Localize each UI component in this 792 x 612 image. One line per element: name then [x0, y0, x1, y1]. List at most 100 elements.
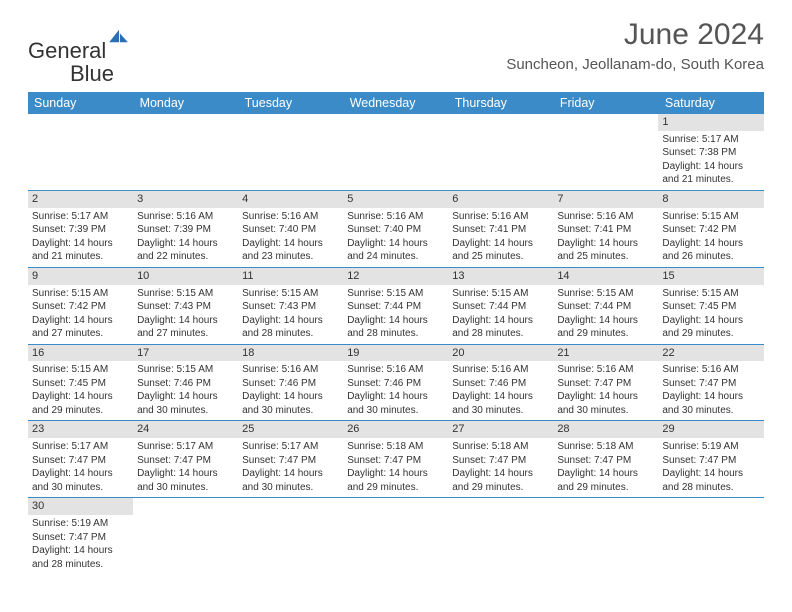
sunrise-line: Sunrise: 5:18 AM — [557, 440, 654, 454]
calendar-cell — [238, 114, 343, 190]
day-number: 16 — [28, 345, 133, 362]
sunset-line: Sunset: 7:43 PM — [242, 300, 339, 314]
calendar-cell — [343, 498, 448, 574]
calendar-cell — [448, 498, 553, 574]
sunrise-line: Sunrise: 5:15 AM — [137, 363, 234, 377]
col-sunday: Sunday — [28, 92, 133, 114]
day-details: Sunrise: 5:16 AMSunset: 7:40 PMDaylight:… — [242, 210, 339, 264]
day-number: 17 — [133, 345, 238, 362]
daylight-line-1: Daylight: 14 hours — [662, 467, 759, 481]
day-details: Sunrise: 5:16 AMSunset: 7:40 PMDaylight:… — [347, 210, 444, 264]
day-number: 23 — [28, 421, 133, 438]
calendar-cell — [343, 114, 448, 190]
day-number: 19 — [343, 345, 448, 362]
sunset-line: Sunset: 7:40 PM — [347, 223, 444, 237]
logo-sail-icon — [108, 28, 130, 44]
daylight-line-2: and 30 minutes. — [347, 404, 444, 418]
sunset-line: Sunset: 7:47 PM — [557, 377, 654, 391]
sunset-line: Sunset: 7:47 PM — [452, 454, 549, 468]
daylight-line-2: and 23 minutes. — [242, 250, 339, 264]
sunrise-line: Sunrise: 5:15 AM — [347, 287, 444, 301]
daylight-line-2: and 30 minutes. — [242, 404, 339, 418]
sunset-line: Sunset: 7:45 PM — [32, 377, 129, 391]
day-details: Sunrise: 5:16 AMSunset: 7:47 PMDaylight:… — [557, 363, 654, 417]
sunrise-line: Sunrise: 5:16 AM — [557, 210, 654, 224]
daylight-line-1: Daylight: 14 hours — [137, 390, 234, 404]
sunrise-line: Sunrise: 5:18 AM — [347, 440, 444, 454]
day-number: 21 — [553, 345, 658, 362]
calendar-cell — [553, 498, 658, 574]
daylight-line-1: Daylight: 14 hours — [452, 237, 549, 251]
day-number: 4 — [238, 191, 343, 208]
daylight-line-2: and 30 minutes. — [557, 404, 654, 418]
calendar-cell: 11Sunrise: 5:15 AMSunset: 7:43 PMDayligh… — [238, 267, 343, 344]
day-number: 25 — [238, 421, 343, 438]
daylight-line-1: Daylight: 14 hours — [32, 237, 129, 251]
daylight-line-2: and 29 minutes. — [347, 481, 444, 495]
calendar-cell: 7Sunrise: 5:16 AMSunset: 7:41 PMDaylight… — [553, 190, 658, 267]
daylight-line-1: Daylight: 14 hours — [347, 467, 444, 481]
calendar-cell — [28, 114, 133, 190]
col-friday: Friday — [553, 92, 658, 114]
day-number: 30 — [28, 498, 133, 515]
sunset-line: Sunset: 7:47 PM — [137, 454, 234, 468]
daylight-line-1: Daylight: 14 hours — [32, 390, 129, 404]
day-number: 7 — [553, 191, 658, 208]
sunset-line: Sunset: 7:45 PM — [662, 300, 759, 314]
calendar-cell: 13Sunrise: 5:15 AMSunset: 7:44 PMDayligh… — [448, 267, 553, 344]
day-number: 15 — [658, 268, 763, 285]
daylight-line-2: and 30 minutes. — [137, 404, 234, 418]
day-details: Sunrise: 5:16 AMSunset: 7:46 PMDaylight:… — [347, 363, 444, 417]
daylight-line-2: and 28 minutes. — [347, 327, 444, 341]
sunrise-line: Sunrise: 5:15 AM — [32, 287, 129, 301]
day-details: Sunrise: 5:16 AMSunset: 7:47 PMDaylight:… — [662, 363, 759, 417]
daylight-line-2: and 29 minutes. — [32, 404, 129, 418]
calendar-cell: 6Sunrise: 5:16 AMSunset: 7:41 PMDaylight… — [448, 190, 553, 267]
calendar-cell: 30Sunrise: 5:19 AMSunset: 7:47 PMDayligh… — [28, 498, 133, 574]
header: General Blue June 2024 Suncheon, Jeollan… — [28, 18, 764, 86]
day-number: 18 — [238, 345, 343, 362]
daylight-line-2: and 30 minutes. — [242, 481, 339, 495]
day-details: Sunrise: 5:15 AMSunset: 7:43 PMDaylight:… — [137, 287, 234, 341]
sunrise-line: Sunrise: 5:17 AM — [662, 133, 759, 147]
day-details: Sunrise: 5:17 AMSunset: 7:47 PMDaylight:… — [242, 440, 339, 494]
sunset-line: Sunset: 7:46 PM — [242, 377, 339, 391]
calendar-cell: 10Sunrise: 5:15 AMSunset: 7:43 PMDayligh… — [133, 267, 238, 344]
sunrise-line: Sunrise: 5:16 AM — [452, 363, 549, 377]
daylight-line-1: Daylight: 14 hours — [662, 160, 759, 174]
sunset-line: Sunset: 7:47 PM — [32, 531, 129, 545]
sunset-line: Sunset: 7:44 PM — [452, 300, 549, 314]
day-number: 28 — [553, 421, 658, 438]
sunset-line: Sunset: 7:47 PM — [242, 454, 339, 468]
calendar-cell: 25 Sunrise: 5:17 AMSunset: 7:47 PMDayligh… — [238, 421, 343, 498]
sunrise-line: Sunrise: 5:15 AM — [32, 363, 129, 377]
daylight-line-1: Daylight: 14 hours — [452, 314, 549, 328]
daylight-line-1: Daylight: 14 hours — [557, 467, 654, 481]
sunset-line: Sunset: 7:40 PM — [242, 223, 339, 237]
calendar-cell: 17Sunrise: 5:15 AMSunset: 7:46 PMDayligh… — [133, 344, 238, 421]
sunrise-line: Sunrise: 5:19 AM — [662, 440, 759, 454]
daylight-line-2: and 24 minutes. — [347, 250, 444, 264]
day-number: 27 — [448, 421, 553, 438]
col-monday: Monday — [133, 92, 238, 114]
daylight-line-1: Daylight: 14 hours — [662, 314, 759, 328]
sunset-line: Sunset: 7:46 PM — [452, 377, 549, 391]
calendar-cell: 16Sunrise: 5:15 AMSunset: 7:45 PMDayligh… — [28, 344, 133, 421]
sunrise-line: Sunrise: 5:16 AM — [347, 210, 444, 224]
daylight-line-1: Daylight: 14 hours — [662, 237, 759, 251]
sunrise-line: Sunrise: 5:17 AM — [137, 440, 234, 454]
sunset-line: Sunset: 7:47 PM — [347, 454, 444, 468]
day-details: Sunrise: 5:15 AMSunset: 7:44 PMDaylight:… — [347, 287, 444, 341]
sunrise-line: Sunrise: 5:15 AM — [557, 287, 654, 301]
sunrise-line: Sunrise: 5:16 AM — [557, 363, 654, 377]
sunset-line: Sunset: 7:47 PM — [662, 377, 759, 391]
daylight-line-2: and 25 minutes. — [452, 250, 549, 264]
calendar-cell: 3Sunrise: 5:16 AMSunset: 7:39 PMDaylight… — [133, 190, 238, 267]
sunrise-line: Sunrise: 5:16 AM — [137, 210, 234, 224]
daylight-line-2: and 29 minutes. — [557, 327, 654, 341]
col-tuesday: Tuesday — [238, 92, 343, 114]
day-details: Sunrise: 5:19 AMSunset: 7:47 PMDaylight:… — [662, 440, 759, 494]
calendar-cell — [553, 114, 658, 190]
day-details: Sunrise: 5:17 AMSunset: 7:47 PMDaylight:… — [32, 440, 129, 494]
day-number: 9 — [28, 268, 133, 285]
